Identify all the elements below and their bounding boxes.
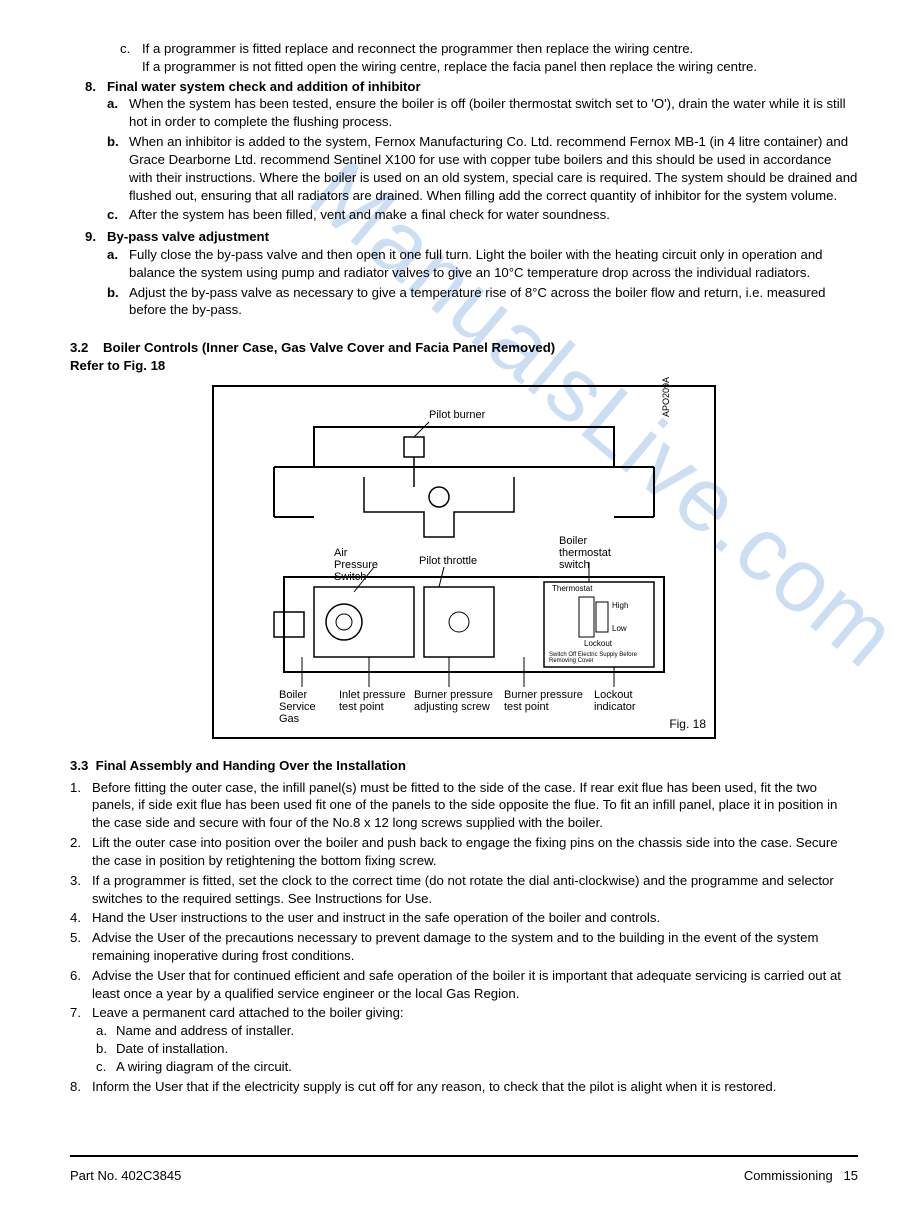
- marker: b.: [107, 284, 129, 320]
- label-lockout-ind: Lockout indicator: [594, 689, 654, 713]
- figure-18: Pilot burner APO209A Air Pressure Switch…: [212, 385, 716, 739]
- text: Fully close the by-pass valve and then o…: [129, 246, 858, 282]
- text: If a programmer is fitted, set the clock…: [92, 872, 858, 908]
- marker: a.: [107, 95, 129, 131]
- text: Name and address of installer.: [116, 1022, 294, 1040]
- marker: c.: [107, 206, 129, 224]
- label-thermostat: Thermostat: [552, 585, 592, 594]
- label-high: High: [612, 602, 628, 611]
- text: A wiring diagram of the circuit.: [116, 1058, 292, 1076]
- label-switch-off: Switch Off Electric Supply Before Removi…: [549, 652, 649, 665]
- page-content: c. If a programmer is fitted replace and…: [70, 40, 858, 1185]
- marker: c.: [120, 40, 142, 76]
- ref: Refer to Fig. 18: [70, 358, 165, 373]
- num: 3.3: [70, 758, 88, 773]
- marker: 8.: [85, 78, 107, 227]
- text: Advise the User that for continued effic…: [92, 967, 858, 1003]
- title: Final Assembly and Handing Over the Inst…: [96, 758, 406, 773]
- footer-page: 15: [844, 1168, 858, 1183]
- marker: 6.: [70, 967, 92, 1003]
- section-8: 8. Final water system check and addition…: [85, 78, 858, 227]
- page-footer: Part No. 402C3845 Commissioning 15: [70, 1155, 858, 1185]
- marker: 3.: [70, 872, 92, 908]
- marker: 4.: [70, 909, 92, 927]
- marker: c.: [96, 1058, 116, 1076]
- text: Leave a permanent card attached to the b…: [92, 1004, 858, 1022]
- label-low: Low: [612, 625, 627, 634]
- part-number: Part No. 402C3845: [70, 1167, 181, 1185]
- label-pilot-throttle: Pilot throttle: [419, 555, 477, 567]
- text: Before fitting the outer case, the infil…: [92, 779, 858, 832]
- label-burner-adj: Burner pressure adjusting screw: [414, 689, 499, 713]
- heading: By-pass valve adjustment: [107, 228, 858, 246]
- section-3-2-head: 3.2 Boiler Controls (Inner Case, Gas Val…: [70, 339, 858, 375]
- section-3-3-head: 3.3 Final Assembly and Handing Over the …: [70, 757, 858, 775]
- heading: Final water system check and addition of…: [107, 78, 858, 96]
- marker: b.: [96, 1040, 116, 1058]
- text: Date of installation.: [116, 1040, 228, 1058]
- num: 3.2: [70, 340, 88, 355]
- marker: 1.: [70, 779, 92, 832]
- label-inlet: Inlet pressure test point: [339, 689, 409, 713]
- footer-section: Commissioning: [744, 1168, 833, 1183]
- marker: 5.: [70, 929, 92, 965]
- text: Hand the User instructions to the user a…: [92, 909, 858, 927]
- text: Advise the User of the precautions neces…: [92, 929, 858, 965]
- label-air-pressure: Air Pressure Switch: [334, 547, 394, 583]
- label-boiler-service: Boiler Service Gas: [279, 689, 329, 725]
- text: Lift the outer case into position over t…: [92, 834, 858, 870]
- label-boiler-thermostat: Boiler thermostat switch: [559, 535, 629, 571]
- fig-caption: Fig. 18: [669, 718, 706, 731]
- item-c: c. If a programmer is fitted replace and…: [120, 40, 858, 76]
- label-burner-test: Burner pressure test point: [504, 689, 589, 713]
- marker: a.: [96, 1022, 116, 1040]
- section-3-3-list: 1.Before fitting the outer case, the inf…: [70, 779, 858, 1096]
- text: If a programmer is fitted replace and re…: [142, 40, 757, 58]
- text: Inform the User that if the electricity …: [92, 1078, 858, 1096]
- text: Adjust the by-pass valve as necessary to…: [129, 284, 858, 320]
- label-code: APO209A: [662, 377, 672, 417]
- label-lockout: Lockout: [584, 640, 612, 649]
- title: Boiler Controls (Inner Case, Gas Valve C…: [103, 340, 555, 355]
- text: When an inhibitor is added to the system…: [129, 133, 858, 204]
- marker: a.: [107, 246, 129, 282]
- text: If a programmer is not fitted open the w…: [142, 58, 757, 76]
- marker: 2.: [70, 834, 92, 870]
- marker: 8.: [70, 1078, 92, 1096]
- section-9: 9. By-pass valve adjustment a.Fully clos…: [85, 228, 858, 321]
- marker: 7.: [70, 1004, 92, 1075]
- marker: 9.: [85, 228, 107, 321]
- text: When the system has been tested, ensure …: [129, 95, 858, 131]
- text: After the system has been filled, vent a…: [129, 206, 610, 224]
- marker: b.: [107, 133, 129, 204]
- label-pilot-burner: Pilot burner: [429, 409, 485, 421]
